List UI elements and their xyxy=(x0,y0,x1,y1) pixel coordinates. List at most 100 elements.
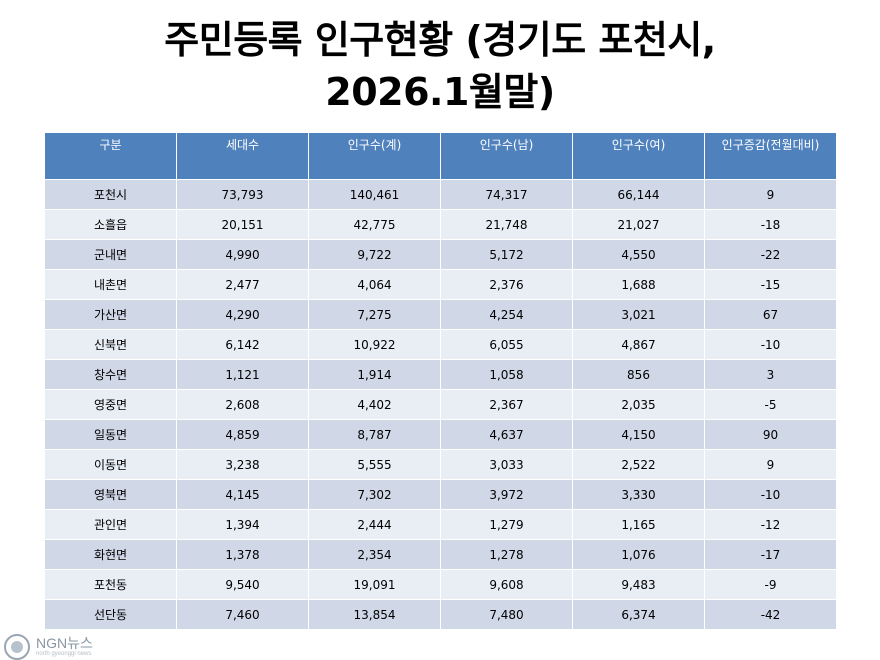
table-cell: 8,787 xyxy=(308,419,441,450)
table-cell: -9 xyxy=(704,569,837,600)
table-cell: 1,165 xyxy=(572,509,705,540)
table-cell-region: 영북면 xyxy=(44,479,177,510)
table-cell: -22 xyxy=(704,239,837,270)
table-cell: 3,021 xyxy=(572,299,705,330)
column-header: 인구수(계) xyxy=(308,132,441,180)
table-cell: 1,378 xyxy=(176,539,309,570)
table-cell: 4,254 xyxy=(440,299,573,330)
table-cell: 9 xyxy=(704,179,837,210)
table-cell: 856 xyxy=(572,359,705,390)
table-cell: -12 xyxy=(704,509,837,540)
table-cell-region: 창수면 xyxy=(44,359,177,390)
population-table: 구분 세대수 인구수(계) 인구수(남) 인구수(여) 인구증감(전월대비) 포… xyxy=(44,132,837,630)
table-cell: 4,859 xyxy=(176,419,309,450)
table-cell: 1,058 xyxy=(440,359,573,390)
table-row: 영중면 2,608 4,402 2,367 2,035 -5 xyxy=(44,389,837,420)
table-row: 창수면 1,121 1,914 1,058 856 3 xyxy=(44,359,837,390)
table-cell: 4,145 xyxy=(176,479,309,510)
table-cell: 19,091 xyxy=(308,569,441,600)
table-cell: -15 xyxy=(704,269,837,300)
table-row: 영북면 4,145 7,302 3,972 3,330 -10 xyxy=(44,479,837,510)
table-cell: 6,142 xyxy=(176,329,309,360)
table-header-row: 구분 세대수 인구수(계) 인구수(남) 인구수(여) 인구증감(전월대비) xyxy=(44,132,837,180)
page-title: 주민등록 인구현황 (경기도 포천시, 2026.1월말) xyxy=(0,14,880,118)
table-cell: 2,376 xyxy=(440,269,573,300)
table-cell-region: 화현면 xyxy=(44,539,177,570)
table-cell-region: 가산면 xyxy=(44,299,177,330)
table-cell: 9 xyxy=(704,449,837,480)
table-cell: 1,394 xyxy=(176,509,309,540)
table-row: 소흘읍 20,151 42,775 21,748 21,027 -18 xyxy=(44,209,837,240)
logo-icon xyxy=(4,634,30,660)
table-cell: 20,151 xyxy=(176,209,309,240)
table-row: 선단동 7,460 13,854 7,480 6,374 -42 xyxy=(44,599,837,630)
table-cell: 3,330 xyxy=(572,479,705,510)
table-cell-region: 소흘읍 xyxy=(44,209,177,240)
table-cell: 9,483 xyxy=(572,569,705,600)
table-cell: 1,278 xyxy=(440,539,573,570)
table-cell: 66,144 xyxy=(572,179,705,210)
table-cell: 67 xyxy=(704,299,837,330)
table-cell: 5,555 xyxy=(308,449,441,480)
watermark-sub: north gyeonggi news xyxy=(36,651,92,657)
table-cell: 140,461 xyxy=(308,179,441,210)
table-row: 가산면 4,290 7,275 4,254 3,021 67 xyxy=(44,299,837,330)
table-body: 포천시 73,793 140,461 74,317 66,144 9 소흘읍 20,151 42… xyxy=(44,179,837,630)
table-cell: 9,608 xyxy=(440,569,573,600)
table-cell: 21,748 xyxy=(440,209,573,240)
table-cell: -42 xyxy=(704,599,837,630)
table-cell: 3,033 xyxy=(440,449,573,480)
table-cell: -10 xyxy=(704,479,837,510)
table-row: 포천시 73,793 140,461 74,317 66,144 9 xyxy=(44,179,837,210)
table-cell: 10,922 xyxy=(308,329,441,360)
table-cell-region: 신북면 xyxy=(44,329,177,360)
table-cell: 3 xyxy=(704,359,837,390)
table-cell: 3,972 xyxy=(440,479,573,510)
table-cell-region: 내촌면 xyxy=(44,269,177,300)
table-cell-region: 일동면 xyxy=(44,419,177,450)
table-cell: 4,064 xyxy=(308,269,441,300)
table-cell-region: 포천동 xyxy=(44,569,177,600)
table-cell: 2,367 xyxy=(440,389,573,420)
table-cell: 3,238 xyxy=(176,449,309,480)
table-cell-region: 군내면 xyxy=(44,239,177,270)
watermark-name: NGN뉴스 xyxy=(36,635,93,651)
table-cell: 13,854 xyxy=(308,599,441,630)
table-cell: 90 xyxy=(704,419,837,450)
column-header: 세대수 xyxy=(176,132,309,180)
table-row: 포천동 9,540 19,091 9,608 9,483 -9 xyxy=(44,569,837,600)
table-row: 군내면 4,990 9,722 5,172 4,550 -22 xyxy=(44,239,837,270)
table-cell: 2,035 xyxy=(572,389,705,420)
column-header: 구분 xyxy=(44,132,177,180)
table-cell: 2,354 xyxy=(308,539,441,570)
table-cell: 9,722 xyxy=(308,239,441,270)
table-cell: 4,402 xyxy=(308,389,441,420)
column-header: 인구수(남) xyxy=(440,132,573,180)
table-cell: 2,522 xyxy=(572,449,705,480)
population-table-container: 구분 세대수 인구수(계) 인구수(남) 인구수(여) 인구증감(전월대비) 포… xyxy=(44,132,837,630)
table-cell: 4,290 xyxy=(176,299,309,330)
table-cell: 5,172 xyxy=(440,239,573,270)
table-cell: 1,121 xyxy=(176,359,309,390)
table-cell: -18 xyxy=(704,209,837,240)
table-cell: 7,460 xyxy=(176,599,309,630)
table-row: 내촌면 2,477 4,064 2,376 1,688 -15 xyxy=(44,269,837,300)
table-cell: 4,867 xyxy=(572,329,705,360)
table-cell: -10 xyxy=(704,329,837,360)
table-cell: 1,914 xyxy=(308,359,441,390)
table-cell: 7,302 xyxy=(308,479,441,510)
table-cell: 2,608 xyxy=(176,389,309,420)
table-row: 일동면 4,859 8,787 4,637 4,150 90 xyxy=(44,419,837,450)
table-cell: 4,990 xyxy=(176,239,309,270)
table-cell: 7,275 xyxy=(308,299,441,330)
table-cell: 1,279 xyxy=(440,509,573,540)
page-title-line1: 주민등록 인구현황 (경기도 포천시, xyxy=(164,18,716,62)
table-row: 신북면 6,142 10,922 6,055 4,867 -10 xyxy=(44,329,837,360)
table-row: 화현면 1,378 2,354 1,278 1,076 -17 xyxy=(44,539,837,570)
column-header: 인구증감(전월대비) xyxy=(704,132,837,180)
table-cell: 4,150 xyxy=(572,419,705,450)
table-cell-region: 선단동 xyxy=(44,599,177,630)
table-cell: 6,374 xyxy=(572,599,705,630)
page-title-line2: 2026.1월말) xyxy=(325,70,555,114)
table-cell: 9,540 xyxy=(176,569,309,600)
